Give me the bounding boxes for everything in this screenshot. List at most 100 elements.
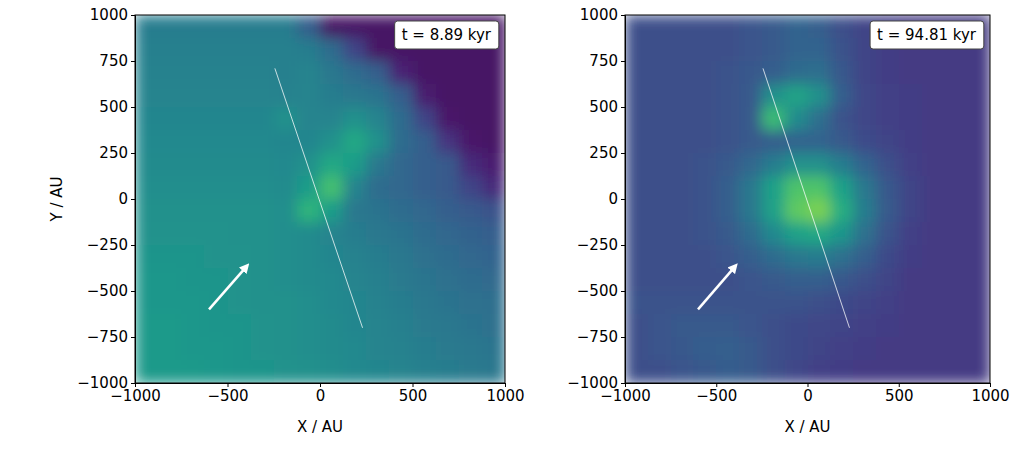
heatmap-cell [320, 268, 344, 292]
y-tick-mark [621, 383, 625, 384]
x-tick-label: 0 [316, 387, 326, 405]
heatmap-cell [320, 38, 344, 62]
heatmap-cell [274, 153, 298, 177]
y-tick-label: 250 [99, 144, 128, 162]
heatmap-cell [366, 199, 390, 223]
heatmap-cell [343, 291, 367, 315]
heatmap-cell [899, 199, 922, 223]
heatmap-cell [693, 130, 716, 154]
flow-arrow [209, 267, 246, 309]
heatmap-cell [413, 268, 437, 292]
heatmap-cell [204, 107, 228, 131]
heatmap-cell [181, 176, 205, 200]
heatmap-cell [899, 153, 922, 177]
heatmap-cell [158, 199, 182, 223]
heatmap-cell [739, 15, 762, 39]
heatmap-cell [716, 153, 739, 177]
heatmap-cell [297, 107, 321, 131]
heatmap-cell [830, 337, 853, 361]
heatmap-cell [808, 337, 831, 361]
heatmap-cell [297, 337, 321, 361]
slit-line [275, 68, 363, 327]
heatmap-cell [716, 268, 739, 292]
heatmap-cell [135, 61, 159, 85]
x-tick: −500 [696, 383, 737, 405]
heatmap-cell [482, 291, 505, 315]
heatmap-cell [648, 337, 671, 361]
heatmap-cell [297, 222, 321, 246]
heatmap-cell [228, 84, 252, 108]
heatmap-cell [739, 38, 762, 62]
heatmap-cell [389, 84, 413, 108]
heatmap-cell [158, 153, 182, 177]
heatmap-cell [343, 38, 367, 62]
heatmap-cell [830, 84, 853, 108]
heatmap-cell [274, 84, 298, 108]
heatmap-cell [204, 360, 228, 383]
y-tick: −250 [87, 236, 135, 254]
time-label: t = 94.81 kyr [870, 21, 984, 49]
heatmap-cell [967, 245, 990, 269]
heatmap-cell [944, 360, 967, 383]
heatmap-cell [297, 130, 321, 154]
heatmap-cell [135, 176, 159, 200]
x-tick-label: 0 [803, 387, 813, 405]
heatmap-cell [297, 199, 321, 223]
heatmap-cell [482, 130, 505, 154]
heatmap-cell [459, 61, 483, 85]
heatmap-cell [922, 268, 945, 292]
heatmap-cell [135, 245, 159, 269]
heatmap-cell [944, 245, 967, 269]
heatmap-cell [899, 84, 922, 108]
time-label-text: t = 8.89 kyr [402, 26, 492, 44]
heatmap-cell [648, 360, 671, 383]
heatmap-cell [648, 130, 671, 154]
heatmap-cell [944, 199, 967, 223]
heatmap-cell [274, 245, 298, 269]
heatmap-cell [808, 15, 831, 39]
heatmap-cell [625, 291, 648, 315]
heatmap-cell [228, 291, 252, 315]
heatmap-cell [251, 107, 275, 131]
heatmap-cell [482, 199, 505, 223]
heatmap-cell [671, 84, 694, 108]
heatmap-cell [944, 107, 967, 131]
heatmap-cell [876, 107, 899, 131]
heatmap-cell [181, 61, 205, 85]
heatmap [625, 15, 990, 383]
heatmap-cell [459, 314, 483, 338]
heatmap-cell [808, 84, 831, 108]
heatmap-cell [389, 130, 413, 154]
heatmap-cell [158, 107, 182, 131]
heatmap-cell [671, 176, 694, 200]
heatmap-cell [899, 268, 922, 292]
heatmap-cell [251, 291, 275, 315]
heatmap-cell [297, 245, 321, 269]
heatmap-cell [343, 337, 367, 361]
heatmap-cell [135, 314, 159, 338]
heatmap-cell [436, 199, 460, 223]
heatmap-cell [413, 222, 437, 246]
panel: −1000−50005001000−1000−750−500−250025050… [567, 6, 1009, 436]
heatmap [135, 15, 505, 383]
heatmap-cell [648, 84, 671, 108]
heatmap-cell [413, 176, 437, 200]
heatmap-cell [671, 107, 694, 131]
heatmap-cell [876, 291, 899, 315]
heatmap-cell [808, 291, 831, 315]
heatmap-cell [204, 314, 228, 338]
x-axis-title: X / AU [297, 418, 343, 436]
heatmap-cell [181, 314, 205, 338]
heatmap-cell [762, 153, 785, 177]
heatmap-cell [739, 199, 762, 223]
heatmap-cell [482, 61, 505, 85]
heatmap-cell [922, 176, 945, 200]
heatmap-cell [922, 199, 945, 223]
heatmap-cell [922, 61, 945, 85]
heatmap-cell [204, 38, 228, 62]
x-tick: −500 [207, 383, 248, 405]
heatmap-cell [922, 107, 945, 131]
heatmap-cell [366, 107, 390, 131]
heatmap-cell [181, 222, 205, 246]
heatmap-cell [648, 268, 671, 292]
